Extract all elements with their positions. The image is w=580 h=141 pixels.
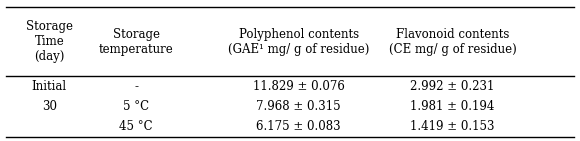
Text: Storage
Time
(day): Storage Time (day) [26, 20, 73, 63]
Text: Storage
temperature: Storage temperature [99, 28, 173, 56]
Text: -: - [135, 80, 138, 93]
Text: 1.419 ± 0.153: 1.419 ± 0.153 [410, 120, 495, 133]
Text: 45 °C: 45 °C [119, 120, 153, 133]
Text: 6.175 ± 0.083: 6.175 ± 0.083 [256, 120, 341, 133]
Text: 11.829 ± 0.076: 11.829 ± 0.076 [253, 80, 345, 93]
Text: Polyphenol contents
(GAE¹ mg/ g of residue): Polyphenol contents (GAE¹ mg/ g of resid… [228, 28, 369, 56]
Text: 30: 30 [42, 100, 57, 113]
Text: Initial: Initial [32, 80, 67, 93]
Text: 7.968 ± 0.315: 7.968 ± 0.315 [256, 100, 341, 113]
Text: 2.992 ± 0.231: 2.992 ± 0.231 [410, 80, 495, 93]
Text: 1.981 ± 0.194: 1.981 ± 0.194 [410, 100, 495, 113]
Text: Flavonoid contents
(CE mg/ g of residue): Flavonoid contents (CE mg/ g of residue) [389, 28, 516, 56]
Text: 5 °C: 5 °C [123, 100, 150, 113]
